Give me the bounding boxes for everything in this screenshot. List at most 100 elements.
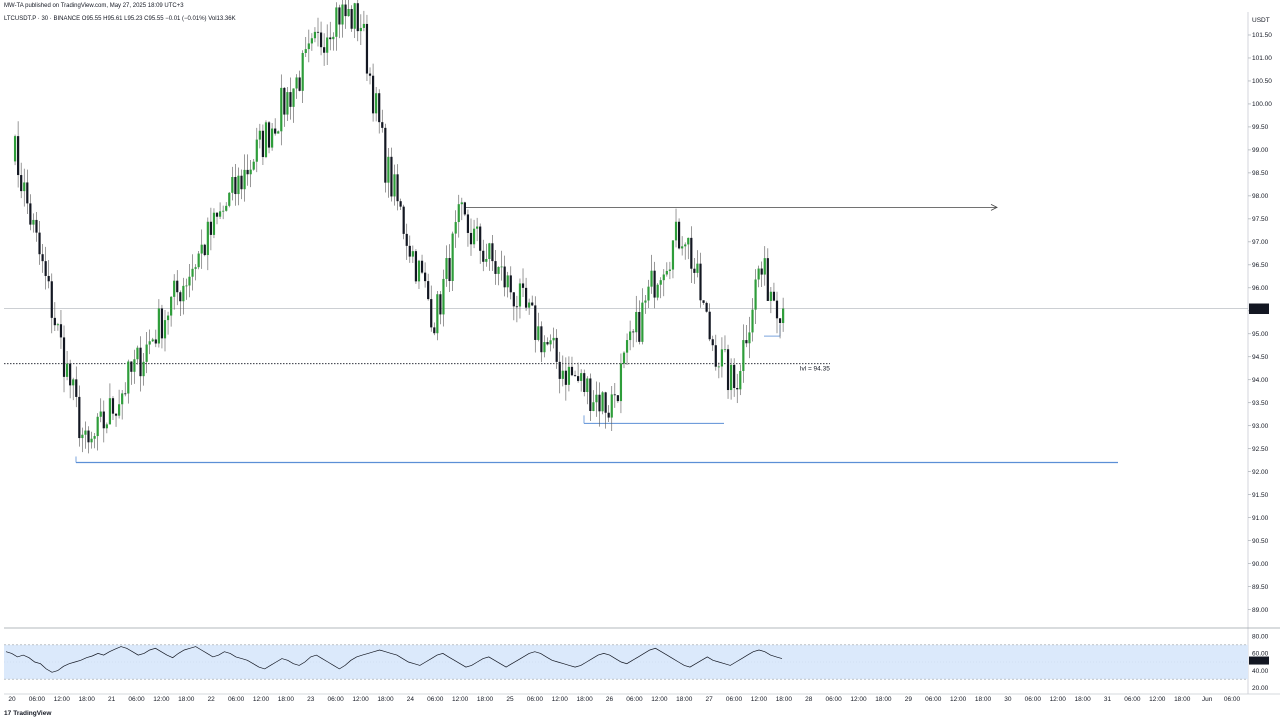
candle-up	[488, 243, 491, 259]
candle-up	[142, 361, 145, 377]
tradingview-logo: 17 TradingView	[4, 710, 51, 717]
candle-up	[500, 266, 503, 268]
time-tick-label: 18:00	[875, 696, 892, 703]
price-tick-label: 101.00	[1252, 55, 1272, 62]
candle-down	[390, 156, 393, 197]
candle-up	[595, 394, 598, 403]
time-tick-label: 18:00	[79, 696, 96, 703]
candle-up	[506, 275, 509, 288]
candle-up	[671, 240, 675, 270]
candle-up	[56, 324, 59, 326]
candle-down	[289, 92, 292, 107]
candle-up	[280, 87, 283, 132]
candle-up	[99, 411, 102, 417]
candle-up	[185, 285, 188, 287]
rsi-pane: 80.00 60.00 40.00 20.00 51.70	[4, 633, 1269, 692]
candle-up	[271, 128, 274, 148]
candle-down	[708, 311, 711, 340]
time-tick-label: 18:00	[975, 696, 992, 703]
candle-down	[690, 237, 693, 269]
candle-down	[469, 232, 473, 245]
candle-down	[414, 251, 418, 282]
symbol-ohlc-line: LTCUSDT.P · 30 · BINANCE O95.55 H95.61 L…	[4, 16, 236, 22]
candle-down	[215, 212, 219, 217]
candle-up	[476, 226, 479, 229]
candle-down	[240, 175, 243, 190]
candle-up	[90, 438, 93, 443]
candle-down	[420, 260, 424, 273]
candle-down	[466, 214, 470, 233]
candle-down	[209, 221, 212, 235]
candle-up	[696, 263, 699, 273]
candle-down	[139, 347, 142, 377]
candle-up	[730, 364, 733, 391]
candle-down	[41, 254, 44, 262]
candle-up	[472, 228, 476, 245]
time-tick-label: 12:00	[651, 696, 668, 703]
candle-up	[197, 253, 200, 268]
candle-up	[304, 49, 307, 53]
time-tick-label: 06:00	[626, 696, 643, 703]
time-tick-label: 20	[8, 696, 16, 703]
time-tick-label: 12:00	[54, 696, 71, 703]
candle-up	[133, 359, 136, 372]
candle-up	[157, 308, 160, 344]
candle-down	[316, 31, 320, 33]
candle-up	[668, 269, 671, 271]
candle-down	[203, 244, 206, 256]
tv-logo-text: TradingView	[13, 710, 52, 717]
time-tick-label: 23	[307, 696, 315, 703]
candle-up	[228, 192, 231, 206]
candle-up	[549, 340, 552, 345]
candle-up	[249, 169, 252, 175]
price-tick-label: 100.50	[1252, 78, 1272, 85]
candle-up	[96, 416, 99, 437]
price-tick-label: 92.00	[1252, 469, 1269, 476]
currency-label: USDT	[1252, 17, 1270, 24]
tv-logo-mark: 17	[4, 710, 12, 717]
price-tick-label: 93.50	[1252, 400, 1269, 407]
time-tick-label: 12:00	[1149, 696, 1166, 703]
candle-down	[267, 122, 271, 148]
price-tick-label: 93.00	[1252, 423, 1269, 430]
time-tick-label: 26	[606, 696, 614, 703]
candle-down	[405, 233, 408, 246]
price-tick-label: 98.00	[1252, 193, 1269, 200]
candle-down	[439, 294, 442, 315]
time-tick-label: 06:00	[427, 696, 444, 703]
candle-up	[23, 182, 26, 192]
price-tick-label: 91.00	[1252, 515, 1269, 522]
time-tick-label: 31	[1104, 696, 1112, 703]
candle-up	[332, 36, 335, 40]
candle-down	[365, 23, 369, 74]
candle-up	[742, 340, 745, 371]
candle-down	[87, 430, 90, 443]
candle-down	[50, 281, 53, 318]
candle-up	[118, 404, 121, 416]
time-tick-label: 12:00	[751, 696, 768, 703]
candle-up	[173, 280, 176, 297]
rsi-line	[5, 646, 783, 673]
candle-up	[237, 175, 240, 195]
candle-down	[368, 73, 372, 76]
candle-down	[62, 337, 66, 377]
candle-up	[656, 284, 659, 298]
time-tick-label: 06:00	[228, 696, 245, 703]
time-tick-label: 30	[1004, 696, 1012, 703]
candle-up	[362, 23, 365, 28]
candle-down	[638, 311, 641, 342]
candle-up	[610, 394, 613, 418]
price-tick-label: 96.00	[1252, 285, 1269, 292]
candle-down	[736, 388, 739, 390]
rsi-value-label: 51.70	[1251, 658, 1268, 665]
time-tick-label: 06:00	[825, 696, 842, 703]
candle-down	[338, 7, 341, 25]
candle-down	[558, 361, 561, 379]
price-tick-label: 91.50	[1252, 492, 1269, 499]
candle-down	[78, 396, 81, 439]
candle-up	[387, 156, 390, 183]
rsi-tick-label: 40.00	[1252, 668, 1269, 675]
candle-down	[102, 411, 105, 429]
candle-up	[454, 222, 457, 234]
